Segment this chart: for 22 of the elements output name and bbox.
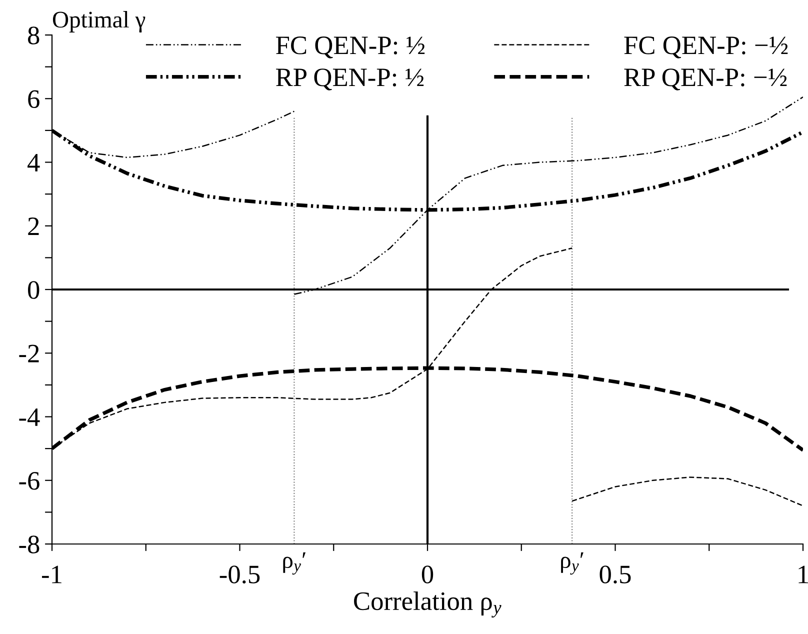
x-tick-label: 0.5 [600, 566, 631, 584]
y-tick-label: -4 [19, 408, 40, 426]
y-axis-title: Optimal γ [52, 11, 146, 32]
y-tick-label: 0 [28, 281, 40, 299]
x-axis-title: Correlation ρ$_{y}$ [354, 592, 502, 618]
y-tick-label: 8 [28, 26, 40, 44]
y-tick-label: -8 [19, 536, 40, 554]
x-tick-label: -0.5 [220, 566, 260, 584]
legend-label: FC QEN-P: −½ [624, 36, 788, 58]
y-tick-label: -2 [19, 344, 39, 362]
legend-label: RP QEN-P: ½ [276, 68, 424, 90]
y-tick-label: 4 [28, 154, 40, 172]
y-tick-label: 6 [28, 90, 40, 108]
annotation: ρ$_{y}$′ [561, 552, 584, 575]
y-tick-label: -6 [19, 472, 40, 490]
y-tick-label: 2 [28, 218, 39, 236]
x-tick-label: -1 [42, 566, 62, 584]
x-tick-label: 0 [422, 566, 434, 584]
annotation: ρ$_{y}$′ [283, 552, 306, 575]
legend-label: FC QEN-P: ½ [276, 36, 425, 58]
legend-label: RP QEN-P: −½ [624, 68, 787, 90]
x-tick-label: 1 [798, 566, 808, 584]
